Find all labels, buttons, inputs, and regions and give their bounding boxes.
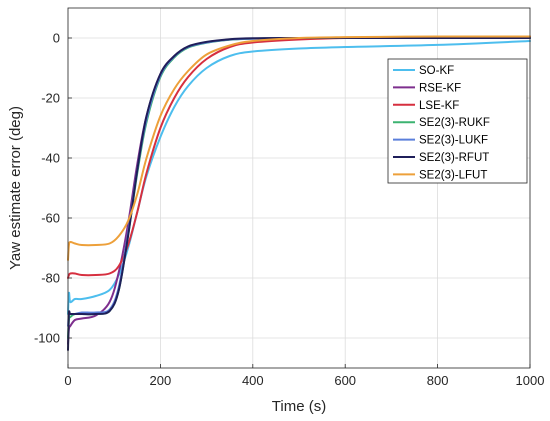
legend-label-se2-3-lfut: SE2(3)-LFUT	[419, 169, 487, 181]
legend-label-se2-3-lukf: SE2(3)-LUKF	[419, 135, 488, 147]
x-axis-label: Time (s)	[272, 398, 326, 415]
series-line-lse-kf	[67, 35, 531, 279]
x-tick-label: 1000	[516, 373, 545, 388]
y-tick-label: -20	[41, 91, 60, 106]
y-tick-label: -60	[41, 211, 60, 226]
series-line-se2-3-lfut	[67, 35, 531, 261]
x-tick-label: 200	[150, 373, 172, 388]
series-lines	[67, 35, 531, 351]
legend-box	[387, 58, 528, 184]
x-tick-label: 400	[242, 373, 264, 388]
x-tick-label: 800	[427, 373, 449, 388]
x-tick-label: 0	[64, 373, 71, 388]
y-tick-label: -80	[41, 271, 60, 286]
y-tick-label: -100	[34, 331, 60, 346]
legend-label-rse-kf: RSE-KF	[419, 82, 461, 94]
axis-ticks: 0 200 400 600 800 1000 -100 -80 -60 -40 -20 0	[34, 31, 544, 389]
legend: SO-KF RSE-KF LSE-KF SE2(3)-RUKF SE2(3)-LUKF S…	[387, 58, 528, 184]
y-tick-label: -40	[41, 151, 60, 166]
legend-label-se2-3-rfut: SE2(3)-RFUT	[419, 152, 489, 164]
y-tick-label: 0	[53, 31, 60, 46]
y-axis-label: Yaw estimate error (deg)	[7, 106, 24, 270]
x-tick-label: 600	[334, 373, 356, 388]
legend-label-se2-3-rukf: SE2(3)-RUKF	[419, 117, 490, 129]
legend-label-lse-kf: LSE-KF	[419, 100, 459, 112]
plot-frame	[67, 7, 531, 369]
legend-label-so-kf: SO-KF	[419, 65, 454, 77]
